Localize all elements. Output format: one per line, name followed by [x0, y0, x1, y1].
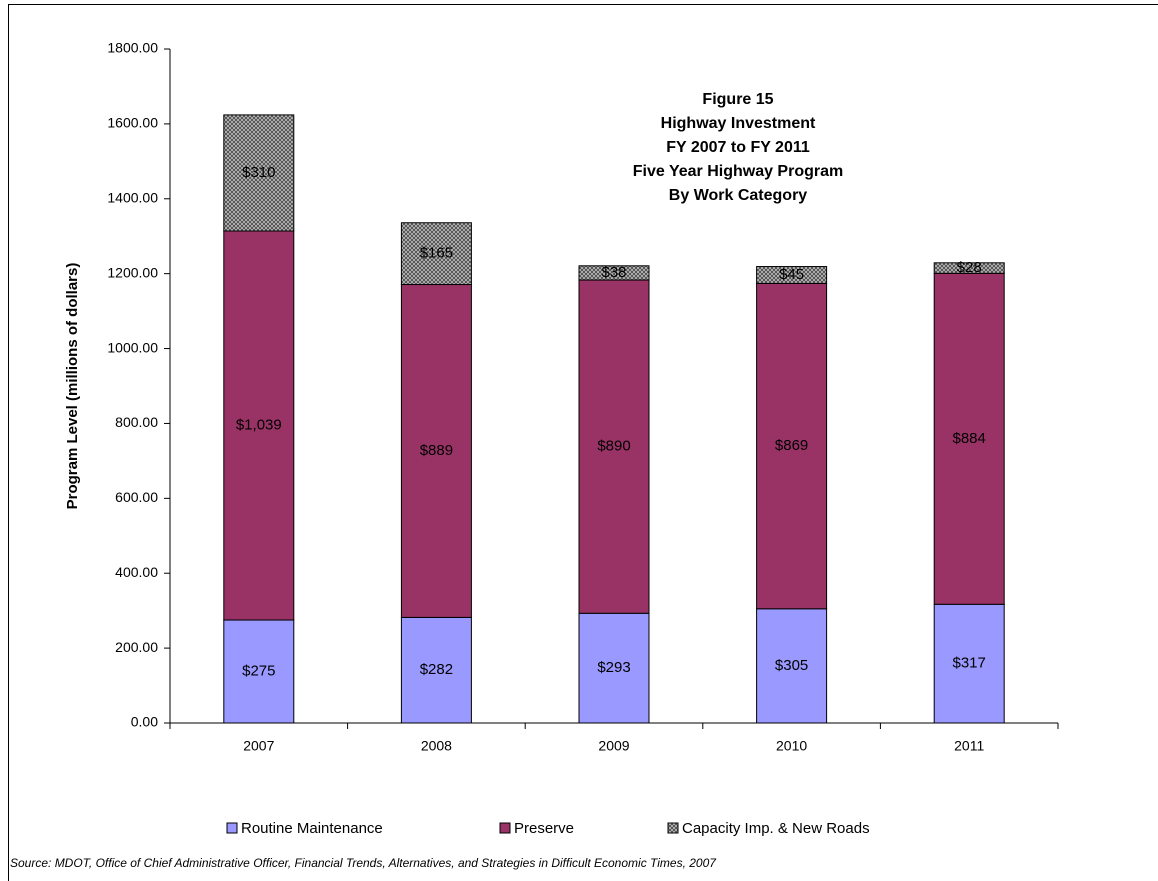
bar-segment — [400, 284, 472, 618]
y-tick-label: 200.00 — [115, 639, 158, 655]
y-tick-label: 1400.00 — [107, 189, 158, 205]
data-label: $293 — [597, 659, 630, 676]
legend-swatch — [499, 822, 511, 834]
legend-swatch — [667, 822, 679, 834]
data-label: $884 — [953, 430, 986, 447]
y-tick-label: 1600.00 — [107, 115, 158, 131]
bar-segment — [578, 279, 650, 614]
y-tick-label: 600.00 — [115, 489, 158, 505]
bar-segment — [933, 603, 1005, 724]
bar-segment — [223, 114, 295, 232]
x-tick-label: 2009 — [598, 738, 629, 754]
y-tick-label: 1000.00 — [107, 339, 158, 355]
y-axis-label: Program Level (millions of dollars) — [64, 263, 81, 510]
data-label: $310 — [242, 164, 275, 181]
legend-label: Capacity Imp. & New Roads — [682, 820, 870, 837]
chart-title: By Work Category — [669, 187, 808, 204]
legend-label: Routine Maintenance — [241, 820, 383, 837]
data-label: $45 — [779, 266, 804, 283]
y-tick-label: 0.00 — [131, 714, 158, 730]
bar-segment — [756, 608, 828, 724]
data-label: $28 — [957, 259, 982, 276]
legend-label: Preserve — [514, 820, 574, 837]
bar-segment — [400, 222, 472, 286]
data-label: $282 — [420, 661, 453, 678]
x-tick-label: 2011 — [954, 738, 984, 754]
data-label: $38 — [601, 264, 626, 281]
bar-segment — [933, 262, 1005, 274]
source: Source: MDOT, Office of Chief Administra… — [10, 856, 717, 870]
data-label: $869 — [775, 437, 808, 454]
x-tick-label: 2007 — [243, 738, 274, 754]
y-tick-label: 800.00 — [115, 414, 158, 430]
bar-segment — [756, 282, 828, 610]
data-label: $1,039 — [236, 416, 282, 433]
chart-title: Five Year Highway Program — [633, 163, 843, 180]
bar-segment — [578, 265, 650, 281]
data-label: $889 — [420, 442, 453, 459]
chart-title: Figure 15 — [702, 91, 773, 108]
y-tick-label: 400.00 — [115, 564, 158, 580]
chart-title: FY 2007 to FY 2011 — [666, 139, 810, 156]
legend-swatch — [226, 822, 238, 834]
x-tick-label: 2010 — [776, 738, 807, 754]
data-label: $165 — [420, 245, 453, 262]
data-label: $305 — [775, 657, 808, 674]
x-tick-label: 2008 — [421, 738, 452, 754]
data-label: $317 — [953, 655, 986, 672]
chart-title: Highway Investment — [661, 115, 816, 132]
y-tick-label: 1800.00 — [107, 40, 158, 56]
bar-segment — [756, 266, 828, 284]
data-label: $890 — [597, 438, 630, 455]
y-tick-label: 1200.00 — [107, 264, 158, 280]
data-label: $275 — [242, 662, 275, 679]
bar-segment — [578, 612, 650, 724]
